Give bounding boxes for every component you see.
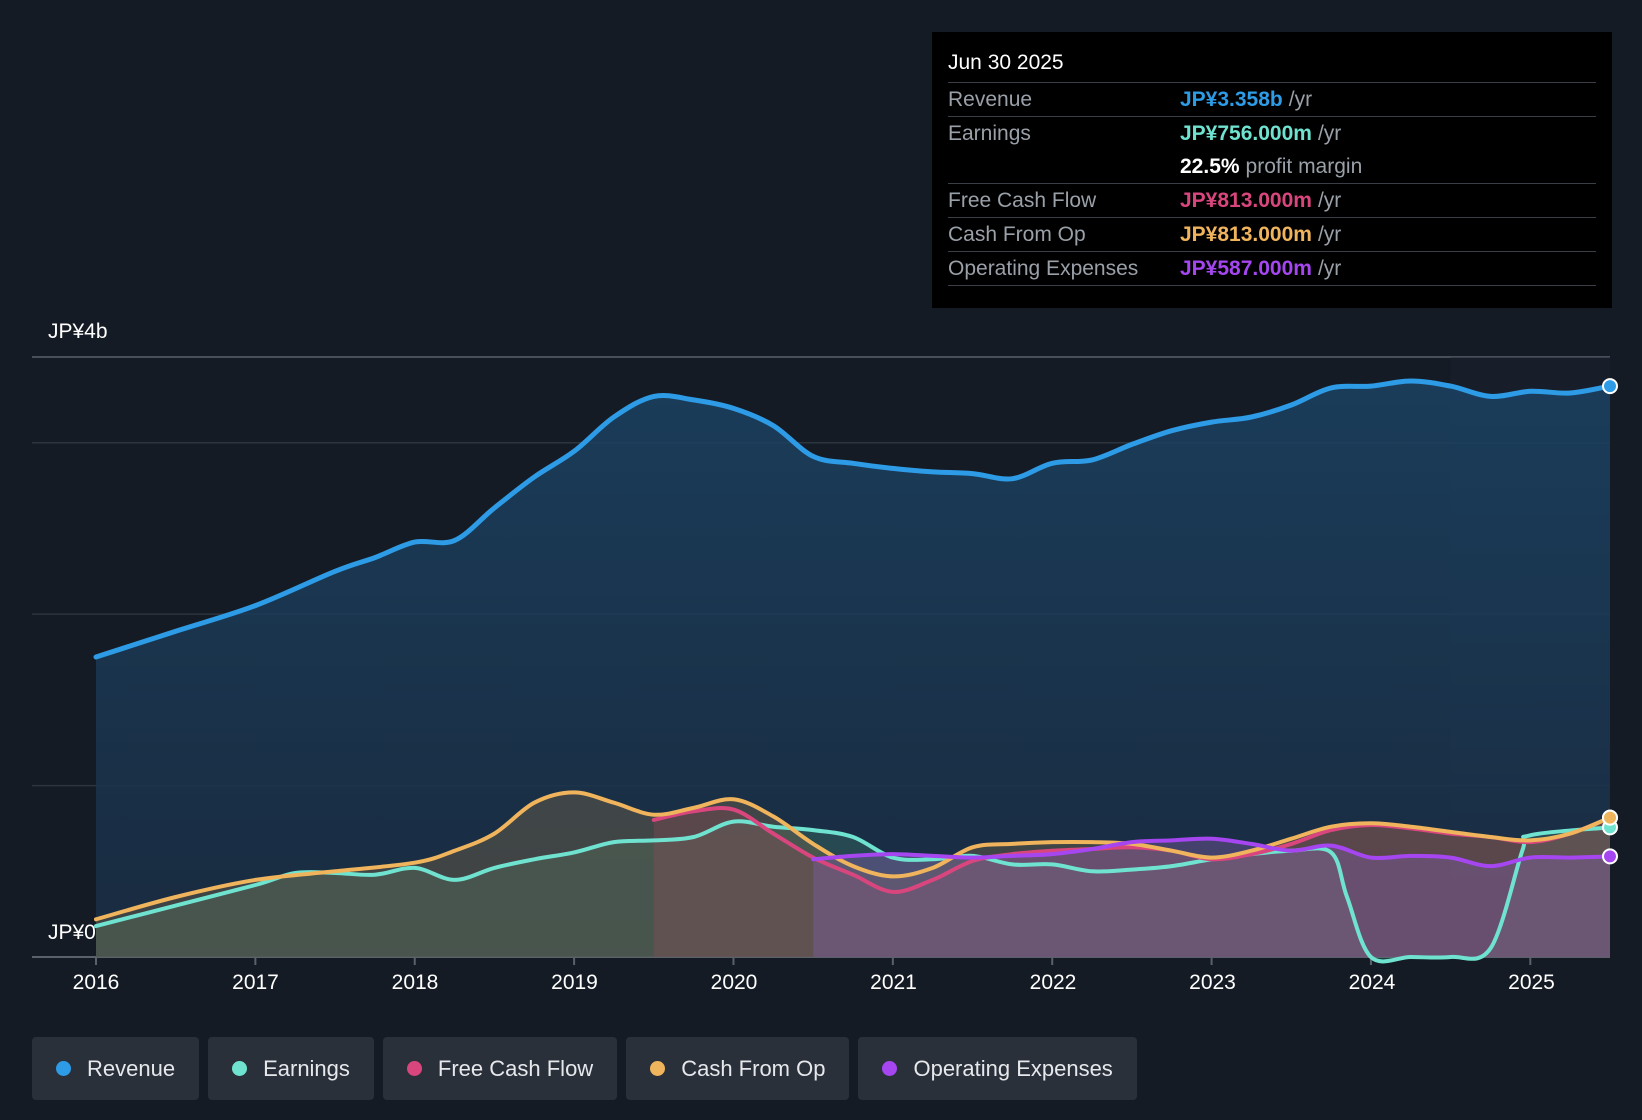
tooltip-value: JP¥3.358b bbox=[1180, 88, 1283, 111]
series-end-points bbox=[1602, 378, 1618, 865]
legend-dot-icon bbox=[650, 1061, 666, 1076]
tooltip-row-cash-from-op: Cash From Op JP¥813.000m /yr bbox=[948, 218, 1596, 252]
legend-dot-icon bbox=[882, 1061, 898, 1076]
legend-item-free-cash-flow[interactable]: Free Cash Flow bbox=[382, 1037, 618, 1100]
tooltip-row-revenue: Revenue JP¥3.358b /yr bbox=[948, 83, 1596, 117]
tooltip-unit: /yr bbox=[1288, 88, 1313, 111]
tooltip-value: JP¥813.000m bbox=[1180, 189, 1312, 212]
tooltip-row-earnings: Earnings JP¥756.000m /yr bbox=[948, 117, 1596, 150]
free-cash-flow-area bbox=[653, 808, 1610, 957]
tooltip-label bbox=[948, 150, 1180, 183]
operating-expenses-end-point bbox=[1602, 848, 1618, 865]
operating-expenses-area bbox=[813, 838, 1610, 957]
tooltip-value: JP¥587.000m bbox=[1180, 257, 1312, 280]
legend-dot-icon bbox=[56, 1061, 71, 1076]
data-tooltip: Jun 30 2025 Revenue JP¥3.358b /yr Earnin… bbox=[932, 32, 1612, 308]
tooltip-value: JP¥813.000m bbox=[1180, 223, 1312, 246]
tooltip-unit: /yr bbox=[1317, 223, 1342, 246]
legend-dot-icon bbox=[406, 1061, 422, 1076]
tooltip-unit: profit margin bbox=[1245, 155, 1363, 178]
tooltip-row-free-cash-flow: Free Cash Flow JP¥813.000m /yr bbox=[948, 184, 1596, 218]
revenue-end-point bbox=[1602, 378, 1618, 395]
x-tick-label: 2024 bbox=[1348, 971, 1396, 994]
x-tick-label: 2025 bbox=[1508, 971, 1555, 994]
legend-label: Free Cash Flow bbox=[437, 1055, 594, 1081]
tooltip-row-profit-margin: 22.5% profit margin bbox=[948, 150, 1596, 184]
tooltip-date: Jun 30 2025 bbox=[948, 46, 1596, 83]
tooltip-value: 22.5% bbox=[1180, 155, 1240, 178]
y-axis-bottom-label: JP¥0 bbox=[48, 921, 96, 944]
legend-label: Cash From Op bbox=[681, 1055, 826, 1081]
tooltip-label: Revenue bbox=[948, 88, 1033, 111]
legend-label: Operating Expenses bbox=[913, 1055, 1113, 1081]
x-tick-label: 2022 bbox=[1029, 971, 1077, 994]
x-tick-label: 2023 bbox=[1189, 971, 1236, 994]
x-tick-label: 2018 bbox=[391, 971, 439, 994]
legend-dot-icon bbox=[232, 1061, 248, 1076]
chart-legend: Revenue Earnings Free Cash Flow Cash Fro… bbox=[32, 1037, 1137, 1100]
tooltip-label: Cash From Op bbox=[948, 223, 1086, 246]
x-tick-label: 2019 bbox=[551, 971, 598, 994]
tooltip-row-operating-expenses: Operating Expenses JP¥587.000m /yr bbox=[948, 252, 1596, 286]
tooltip-label: Free Cash Flow bbox=[948, 189, 1097, 212]
tooltip-unit: /yr bbox=[1317, 122, 1342, 145]
tooltip-unit: /yr bbox=[1317, 189, 1342, 212]
earnings-area bbox=[96, 821, 1610, 962]
tooltip-label: Earnings bbox=[948, 122, 1031, 145]
x-tick-label: 2017 bbox=[232, 971, 279, 994]
tooltip-value: JP¥756.000m bbox=[1180, 122, 1312, 145]
x-tick-label: 2021 bbox=[870, 971, 917, 994]
cash-from-op-end-point bbox=[1602, 809, 1618, 826]
cash-from-op-line bbox=[94, 790, 1612, 922]
legend-label: Revenue bbox=[87, 1055, 176, 1081]
legend-label: Earnings bbox=[263, 1055, 350, 1081]
earnings-line bbox=[94, 819, 1612, 964]
legend-item-earnings[interactable]: Earnings bbox=[208, 1037, 374, 1100]
x-tick-label: 2016 bbox=[72, 971, 120, 994]
y-axis-top-label: JP¥4b bbox=[48, 320, 108, 343]
series-lines bbox=[93, 378, 1613, 964]
tooltip-label: Operating Expenses bbox=[948, 257, 1139, 280]
legend-item-cash-from-op[interactable]: Cash From Op bbox=[626, 1037, 850, 1100]
revenue-area bbox=[96, 381, 1610, 957]
tooltip-unit: /yr bbox=[1317, 257, 1342, 280]
operating-expenses-line bbox=[811, 836, 1612, 869]
legend-item-operating-expenses[interactable]: Operating Expenses bbox=[858, 1037, 1137, 1100]
legend-item-revenue[interactable]: Revenue bbox=[32, 1037, 200, 1100]
revenue-line bbox=[93, 378, 1613, 660]
x-tick-label: 2020 bbox=[710, 971, 758, 994]
